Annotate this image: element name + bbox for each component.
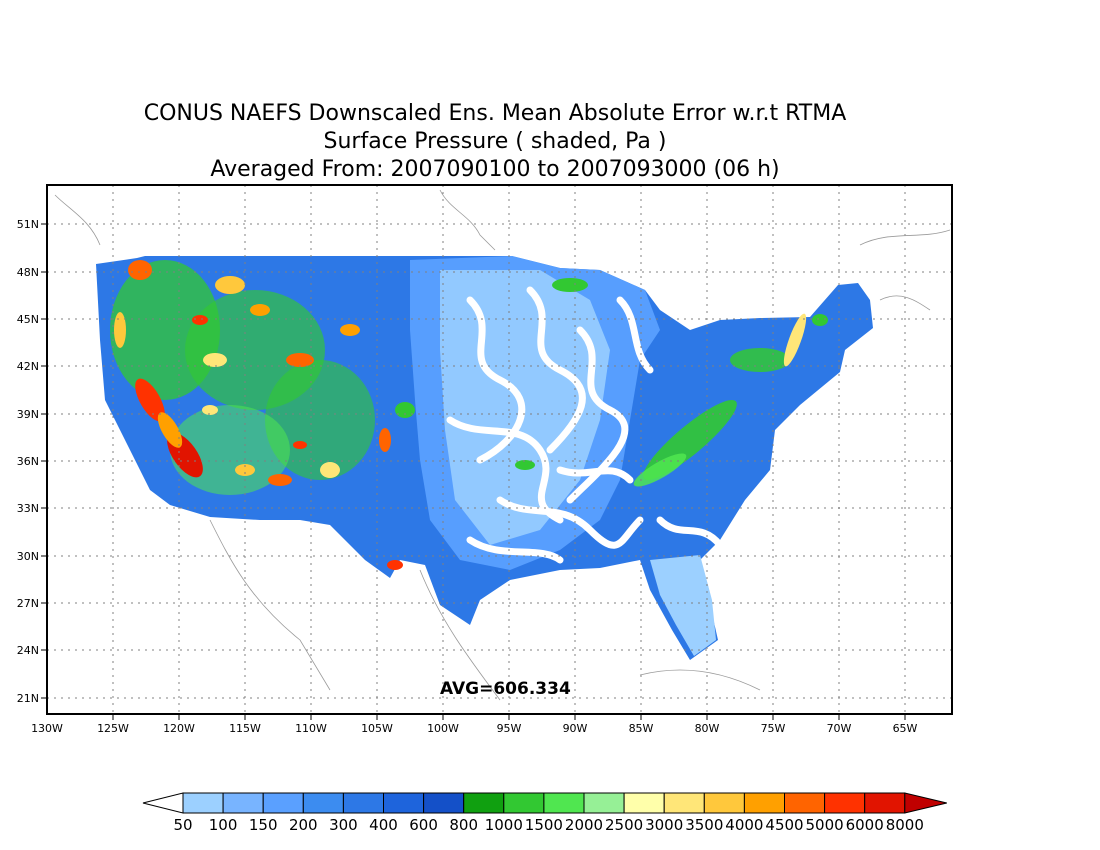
colorbar-box: [583, 792, 625, 814]
colorbar-box: [423, 792, 465, 814]
colorbar-box: [302, 792, 344, 814]
colorbar-level-label: 800: [449, 816, 478, 834]
colorbar-box: [262, 792, 304, 814]
colorbar-box: [864, 792, 906, 814]
colorbar-box: [784, 792, 826, 814]
lat-tick-label: 36N: [17, 455, 39, 468]
colorbar-level-label: 4000: [725, 816, 763, 834]
lon-tick-label: 80W: [695, 722, 720, 735]
florida-light-region: [650, 555, 716, 656]
colorbar-level-label: 3000: [645, 816, 683, 834]
map-frame: [46, 184, 953, 715]
colorbar-level-label: 3500: [685, 816, 723, 834]
colorbar-level-label: 2500: [605, 816, 643, 834]
lon-tick-label: 110W: [295, 722, 327, 735]
lat-tick-label: 45N: [17, 313, 39, 326]
colorbar-level-label: 150: [249, 816, 278, 834]
title-line-1: CONUS NAEFS Downscaled Ens. Mean Absolut…: [143, 101, 847, 126]
colorbar-level-label: 6000: [846, 816, 884, 834]
lat-tick-label: 33N: [17, 502, 39, 515]
lon-tick-label: 75W: [761, 722, 786, 735]
colorbar-level-label: 300: [329, 816, 358, 834]
colorbar-box: [703, 792, 745, 814]
lat-tick-label: 30N: [17, 550, 39, 563]
lat-tick-label: 42N: [17, 360, 39, 373]
colorbar-level-label: 50: [173, 816, 192, 834]
colorbar-box: [743, 792, 786, 814]
colorbar-level-label: 2000: [565, 816, 603, 834]
colorbar-level-label: 100: [209, 816, 238, 834]
colorbar-level-label: 4500: [765, 816, 803, 834]
colorbar-box: [342, 792, 384, 814]
colorbar-level-label: 1000: [485, 816, 523, 834]
colorbar: 50 100 150 200 300 400 600 800 1000 1500 2000 2500 3…: [142, 792, 947, 834]
colorbar-box: [623, 792, 665, 814]
colorbar-level-label: 200: [289, 816, 318, 834]
lon-tick-labels: 130W 125W 120W 115W 110W 105W 100W 95W 9…: [31, 722, 917, 735]
axis-ticks: [41, 223, 906, 720]
colorbar-level-label: 1500: [525, 816, 563, 834]
colorbar-box: [824, 792, 866, 814]
colorbar-box: [222, 792, 264, 814]
lon-tick-label: 70W: [827, 722, 852, 735]
lat-tick-label: 27N: [17, 597, 39, 610]
lon-tick-label: 120W: [163, 722, 195, 735]
western-terrain-errors: [110, 260, 403, 570]
coastlines: [54, 189, 951, 701]
colorbar-left-arrow: [142, 792, 184, 814]
lat-tick-label: 48N: [17, 266, 39, 279]
colorbar-box: [503, 792, 545, 814]
colorbar-box: [182, 792, 224, 814]
lon-tick-label: 85W: [629, 722, 654, 735]
colorbar-box: [543, 792, 585, 814]
colorbar-level-label: 600: [409, 816, 438, 834]
lat-tick-label: 21N: [17, 692, 39, 705]
chart-title: CONUS NAEFS Downscaled Ens. Mean Absolut…: [0, 100, 990, 184]
average-label: AVG=606.334: [440, 679, 571, 699]
low-error-streaks: [446, 286, 724, 564]
lon-tick-label: 90W: [563, 722, 588, 735]
lon-tick-label: 65W: [893, 722, 918, 735]
eastern-terrain-errors: [395, 278, 828, 487]
lon-tick-label: 115W: [229, 722, 261, 735]
colorbar-box: [383, 792, 425, 814]
title-line-2: Surface Pressure ( shaded, Pa ): [323, 129, 667, 154]
lon-tick-label: 95W: [497, 722, 522, 735]
map-field: [47, 185, 952, 714]
title-line-3: Averaged From: 2007090100 to 2007093000 …: [210, 157, 780, 182]
lat-tick-label: 24N: [17, 644, 39, 657]
colorbar-level-label: 400: [369, 816, 398, 834]
lon-tick-label: 125W: [97, 722, 129, 735]
colorbar-box: [663, 792, 705, 814]
lon-tick-label: 100W: [427, 722, 459, 735]
colorbar-right-arrow: [904, 792, 947, 814]
lon-tick-label: 130W: [31, 722, 63, 735]
lat-tick-labels: 51N 48N 45N 42N 39N 36N 33N 30N 27N 24N …: [17, 218, 39, 705]
colorbar-level-label: 5000: [806, 816, 844, 834]
lat-tick-label: 39N: [17, 408, 39, 421]
colorbar-box: [463, 792, 505, 814]
lat-tick-label: 51N: [17, 218, 39, 231]
colorbar-level-label: 8000: [886, 816, 924, 834]
lon-tick-label: 105W: [361, 722, 393, 735]
